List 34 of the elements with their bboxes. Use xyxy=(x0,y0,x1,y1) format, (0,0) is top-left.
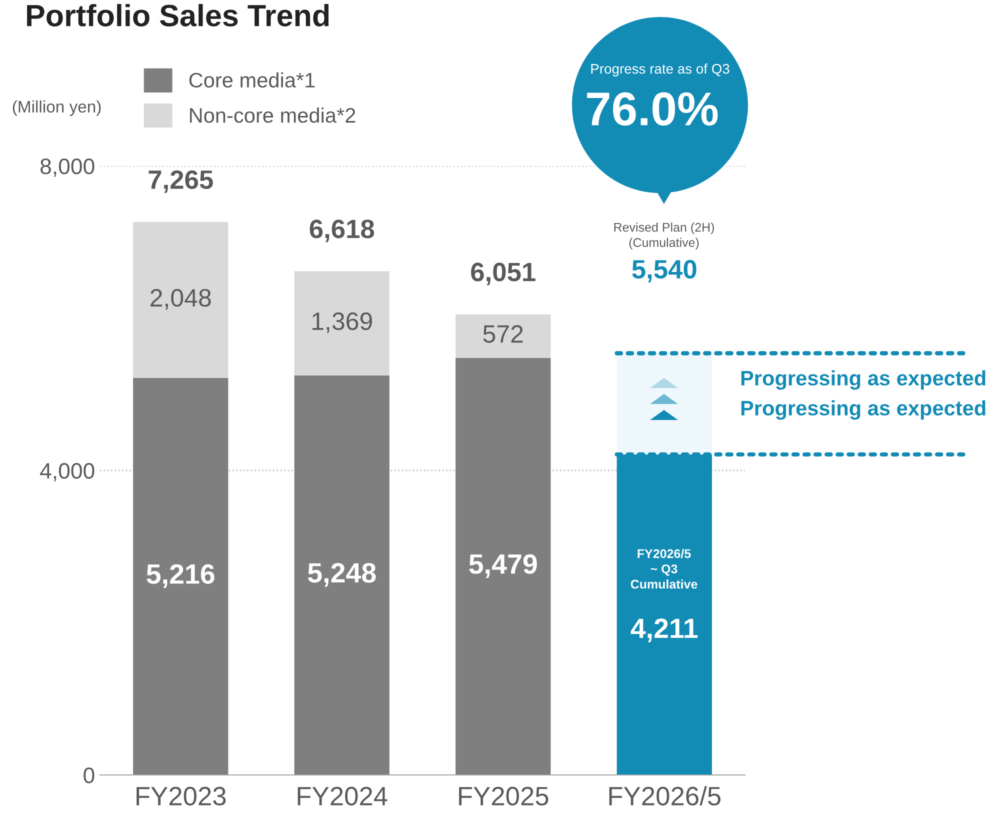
bar xyxy=(133,378,228,775)
data-label: 4,211 xyxy=(630,618,698,642)
bar xyxy=(294,271,390,376)
legend-label: Core media*1 xyxy=(189,72,315,88)
data-label: 5,479 xyxy=(469,554,537,578)
x-tick-label: FY2026/5 xyxy=(609,786,720,806)
total-label: 6,618 xyxy=(310,220,374,242)
annotation: Revised Plan (2H) (Cumulative) xyxy=(614,222,714,250)
annotation: Progressing as expected xyxy=(741,370,986,390)
total-label: 7,265 xyxy=(148,170,213,193)
annotation: FY2026/5 ~ Q3 Cumulative xyxy=(630,548,698,589)
annotation: Progressing as expected xyxy=(741,400,986,420)
annotation: 5,540 xyxy=(632,260,696,282)
x-tick-label: FY2023 xyxy=(136,786,226,806)
chart-title: Portfolio Sales Trend xyxy=(27,4,329,26)
x-tick-label: FY2024 xyxy=(298,786,388,806)
text: Progress rate as of Q3 xyxy=(591,64,730,76)
total-label: 6,051 xyxy=(471,262,536,286)
bar xyxy=(456,358,551,775)
data-label: 2,048 xyxy=(150,288,211,310)
legend-label: Non-core media*2 xyxy=(190,107,356,123)
bar xyxy=(133,222,228,378)
y-axis-title: (Million yen) xyxy=(12,100,101,116)
y-tick-label: 8,000 xyxy=(40,158,94,177)
data-label: 5,248 xyxy=(308,563,376,587)
text: 76.0% xyxy=(587,92,718,126)
x-tick-label: FY2025 xyxy=(459,786,548,806)
data-label: 572 xyxy=(483,325,523,343)
y-tick-label: 4,000 xyxy=(40,463,94,482)
data-label: 1,369 xyxy=(312,312,372,334)
bar xyxy=(456,314,551,358)
data-label: 5,216 xyxy=(146,564,214,588)
bar xyxy=(294,375,390,775)
y-tick-label: 0 xyxy=(84,768,94,784)
